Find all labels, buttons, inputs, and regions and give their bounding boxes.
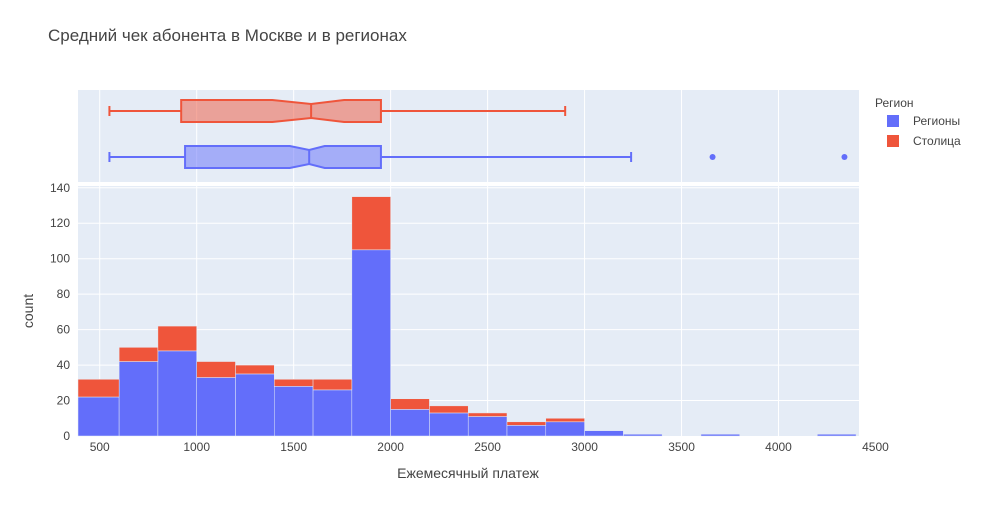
x-tick-label: 3000 [571, 440, 598, 454]
histogram-bar [545, 418, 585, 423]
box-plot [108, 145, 848, 169]
box-plot-body [184, 145, 382, 169]
histogram-bar [623, 433, 663, 437]
x-tick-label: 2000 [377, 440, 404, 454]
histogram-bar [157, 350, 197, 437]
histogram-bar [429, 412, 469, 437]
x-tick-label: 4500 [862, 440, 889, 454]
y-tick-label: 20 [57, 394, 71, 408]
legend[interactable]: Регион Регионы Столица [875, 96, 961, 148]
y-tick-label: 60 [57, 323, 71, 337]
histogram-bar [545, 421, 585, 437]
histogram-bar [157, 325, 197, 352]
legend-item[interactable]: Регионы [887, 114, 960, 128]
box-plot [108, 99, 567, 123]
x-tick-label: 4000 [765, 440, 792, 454]
legend-label: Регионы [913, 114, 960, 128]
histogram-bar [312, 379, 353, 391]
legend-swatch [887, 135, 899, 147]
histogram-bar [429, 405, 469, 414]
x-axis-label: Ежемесячный платеж [397, 465, 539, 481]
histogram-bar [467, 412, 508, 417]
histogram-bar [196, 361, 236, 378]
x-tick-labels: 500 1000 1500 2000 2500 3000 3500 4000 4500 [90, 440, 889, 454]
legend-label: Столица [913, 134, 961, 148]
histogram-bar [351, 196, 391, 251]
histogram-bar [118, 361, 159, 437]
box-plot-outlier [709, 154, 716, 160]
histogram-bar [700, 433, 740, 437]
histogram-bar [506, 425, 547, 437]
histogram-bar [274, 386, 314, 437]
histogram-bar [390, 398, 430, 410]
histogram-bar [196, 377, 236, 437]
histogram-bars [77, 196, 857, 437]
x-tick-label: 3500 [668, 440, 695, 454]
chart-title: Средний чек абонента в Москве и в регион… [48, 26, 407, 45]
y-tick-label: 40 [57, 358, 71, 372]
histogram-bar [390, 409, 430, 437]
y-tick-label: 80 [57, 287, 71, 301]
legend-title: Регион [875, 96, 914, 110]
histogram-bar [77, 379, 120, 398]
x-tick-label: 2500 [474, 440, 501, 454]
y-tick-label: 100 [50, 252, 70, 266]
histogram-bar [467, 416, 508, 437]
histogram-bar [235, 373, 275, 437]
y-tick-label: 0 [63, 429, 70, 443]
y-axis-label: count [20, 294, 36, 328]
y-tick-labels: 0 20 40 60 80 100 120 140 [50, 181, 70, 443]
x-tick-label: 1500 [280, 440, 307, 454]
box-plot-body [180, 99, 382, 123]
legend-item[interactable]: Столица [887, 134, 961, 148]
histogram-bar [351, 249, 391, 437]
y-tick-label: 140 [50, 181, 70, 195]
box-plots [108, 99, 848, 169]
y-tick-label: 120 [50, 216, 70, 230]
legend-swatch [887, 115, 899, 127]
x-tick-label: 500 [90, 440, 110, 454]
histogram-bar [817, 433, 857, 437]
histogram-bar [506, 421, 547, 426]
histogram-bar [118, 347, 159, 362]
histogram-bar [235, 364, 275, 375]
histogram-bar [312, 389, 353, 437]
x-tick-label: 1000 [183, 440, 210, 454]
box-plot-outlier [841, 154, 848, 160]
histogram-bar [274, 379, 314, 387]
histogram-bar [77, 396, 120, 437]
histogram-bar [584, 430, 624, 437]
